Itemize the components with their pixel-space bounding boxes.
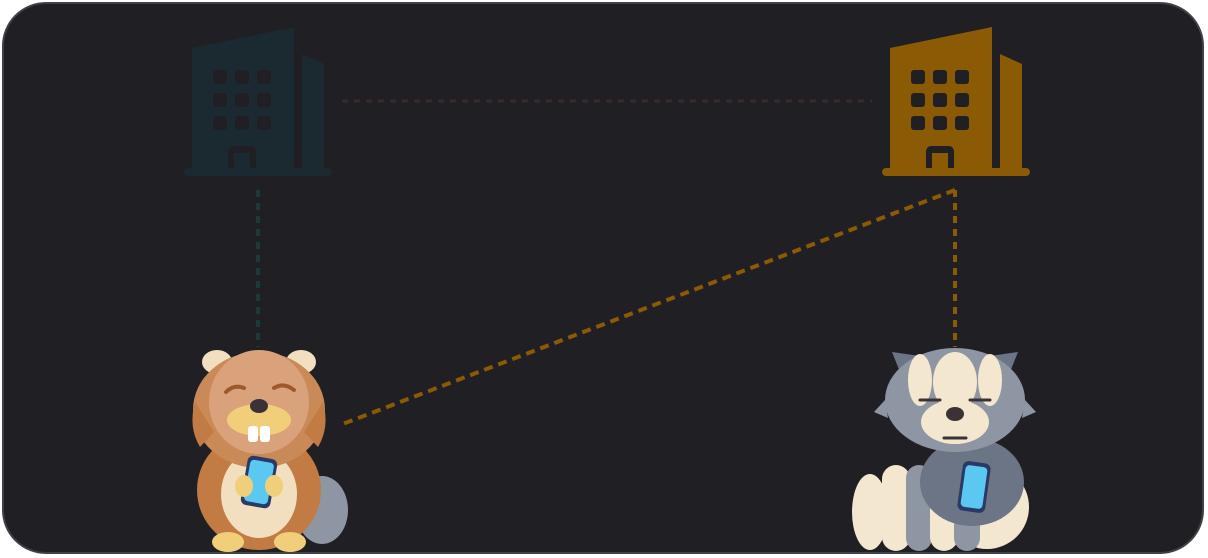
beaver-icon (192, 350, 348, 552)
building-icon-inactive (184, 27, 332, 176)
link-right-building-to-beaver (340, 190, 955, 425)
network-diagram (4, 4, 1204, 554)
building-icon-active (882, 27, 1030, 176)
raccoon-icon (852, 348, 1036, 551)
